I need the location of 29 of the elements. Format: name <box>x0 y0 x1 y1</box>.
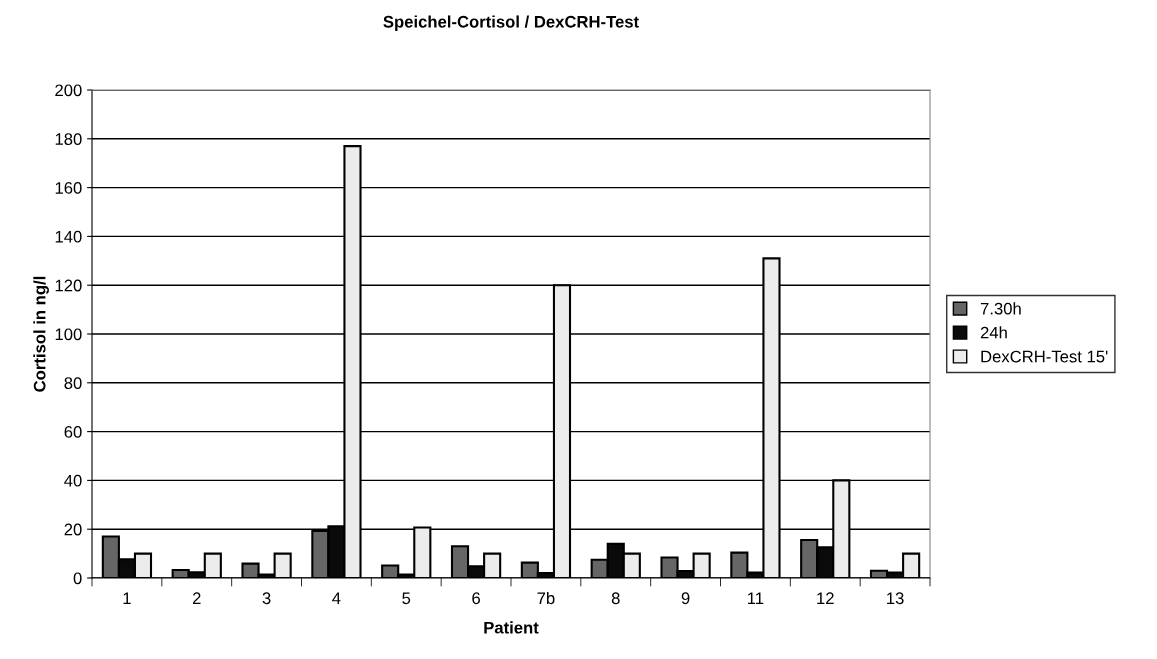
x-tick-label: 2 <box>192 592 201 604</box>
y-tick-label: 0 <box>73 572 82 585</box>
legend-label: 24h <box>980 326 1007 339</box>
y-tick-label: 20 <box>64 523 82 536</box>
y-tick-label: 120 <box>55 279 82 292</box>
x-tick-label: 6 <box>472 592 480 605</box>
x-tick-label: 9 <box>681 592 690 605</box>
x-tick-label: 3 <box>262 592 271 605</box>
x-tick-label: 13 <box>887 592 904 605</box>
legend-label: DexCRH-Test 15' <box>981 350 1108 363</box>
x-tick-label: 7b <box>537 591 555 605</box>
y-tick-label: 180 <box>55 133 82 145</box>
y-tick-label: 160 <box>55 182 82 194</box>
y-tick-label: 140 <box>55 230 82 243</box>
x-tick-label: 1 <box>123 592 131 604</box>
x-axis-title: Patient <box>484 621 539 634</box>
legend-label: 7.30h <box>980 302 1021 315</box>
y-tick-label: 60 <box>64 426 82 438</box>
y-tick-label: 100 <box>55 328 82 341</box>
y-tick-label: 200 <box>55 84 82 97</box>
x-tick-label: 12 <box>817 592 834 604</box>
chart-title: Speichel-Cortisol / DexCRH-Test <box>383 15 639 31</box>
y-axis-title: Cortisol in ng/l <box>33 276 49 392</box>
x-tick-label: 11 <box>748 592 764 604</box>
x-tick-label: 8 <box>611 592 620 605</box>
x-tick-label: 5 <box>402 592 411 605</box>
y-tick-label: 40 <box>64 474 82 487</box>
y-tick-label: 80 <box>64 377 82 389</box>
x-tick-label: 4 <box>332 592 341 604</box>
